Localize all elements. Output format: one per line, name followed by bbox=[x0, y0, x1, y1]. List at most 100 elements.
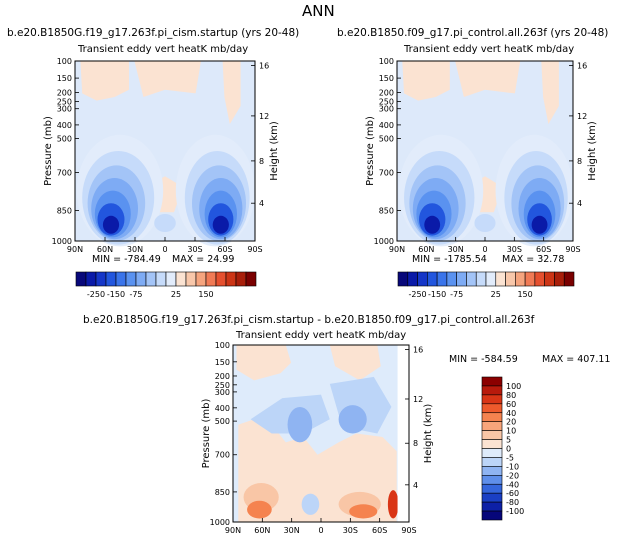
panel2-x-tick-label: 90N bbox=[389, 245, 405, 254]
panel1-x-tick-label: 30N bbox=[127, 245, 143, 254]
panel3-x-tick-label: 90N bbox=[225, 526, 241, 535]
panel3-colorbar-label: 40 bbox=[506, 409, 516, 418]
panel2-y-tick-label: 500 bbox=[379, 134, 394, 143]
panel3-colorbar-swatch bbox=[481, 412, 503, 422]
panel1-y-tick-label: 850 bbox=[57, 206, 72, 215]
panel3-title: b.e20.B1850G.f19_g17.263f.pi_cism.startu… bbox=[83, 314, 535, 326]
sh-lobe-core bbox=[531, 215, 548, 234]
panel1-y-tick-label: 1000 bbox=[52, 237, 72, 246]
panel1-y-axis-label: Pressure (mb) bbox=[43, 116, 54, 186]
cool-lower-equator bbox=[301, 493, 320, 515]
panel2-y-tick-label: 100 bbox=[379, 57, 394, 66]
panel3-y-tick-label: 500 bbox=[215, 417, 230, 426]
panel1-y2-axis-label: Height (km) bbox=[269, 121, 280, 181]
panel1-colorbar-swatch bbox=[175, 271, 187, 287]
panel2-colorbar-swatch bbox=[456, 271, 467, 287]
panel2-colorbar-label: -150 bbox=[428, 290, 446, 299]
panel1-colorbar-label: -150 bbox=[107, 290, 125, 299]
panel3-y2-axis-label: Height (km) bbox=[423, 404, 434, 464]
panel3-x-tick-label: 60N bbox=[254, 526, 270, 535]
panel2-y2-tick-label: 4 bbox=[577, 199, 582, 208]
panel2-title: b.e20.B1850.f09_g17.pi_control.all.263f … bbox=[337, 27, 609, 39]
panel3-colorbar-swatch bbox=[481, 483, 503, 494]
panel2-colorbar-swatch bbox=[407, 271, 418, 287]
panel2-colorbar-swatch bbox=[544, 271, 555, 287]
panel1-colorbar-label: 150 bbox=[198, 290, 213, 299]
figure-title: ANN bbox=[302, 2, 335, 20]
warm-band-south bbox=[329, 345, 381, 381]
panel2-colorbar-swatch bbox=[485, 271, 497, 287]
panel1-colorbar-label: -250 bbox=[87, 290, 105, 299]
panel1-y-tick-label: 100 bbox=[57, 57, 72, 66]
panel3-y2-tick-label: 8 bbox=[413, 439, 418, 448]
panel2-y-tick-label: 300 bbox=[379, 105, 394, 114]
panel1-y2-tick-label: 16 bbox=[259, 62, 269, 71]
panel3-x-tick-label: 60S bbox=[372, 526, 387, 535]
panel1-x-tick-label: 60S bbox=[217, 245, 232, 254]
panel2-colorbar-swatch bbox=[554, 271, 565, 287]
warm-band-north bbox=[236, 345, 292, 381]
panel3-y-tick-label: 100 bbox=[215, 341, 230, 350]
panel1-colorbar-swatch bbox=[85, 271, 97, 287]
panel2-y-tick-label: 850 bbox=[379, 206, 394, 215]
panel3-x-tick-label: 90S bbox=[401, 526, 416, 535]
panel3-x-tick-label: 30N bbox=[284, 526, 300, 535]
panel2-x-tick-label: 0 bbox=[482, 245, 487, 254]
panel2-colorbar-label: 150 bbox=[517, 290, 532, 299]
warm-band-tropics bbox=[134, 61, 201, 97]
panel2-x-tick-label: 30S bbox=[507, 245, 522, 254]
warm-band-south bbox=[222, 61, 241, 124]
panel3-colorbar-swatch bbox=[481, 448, 503, 458]
panel3-x-tick-label: 30S bbox=[343, 526, 358, 535]
panel3-colorbar-swatch bbox=[481, 394, 503, 405]
panel3-colorbar-label: -5 bbox=[506, 453, 514, 462]
panel3-contour-field bbox=[233, 345, 409, 522]
panel3-y-tick-label: 200 bbox=[215, 372, 230, 381]
panel3-min-label: MIN = -584.59 bbox=[449, 354, 518, 365]
panel2-colorbar-swatch bbox=[505, 271, 516, 287]
panel3-colorbar-label: -100 bbox=[506, 507, 524, 516]
panel2-colorbar-swatch bbox=[534, 271, 545, 287]
panel2-x-tick-label: 30N bbox=[448, 245, 464, 254]
panel2-colorbar-swatch bbox=[475, 271, 487, 287]
panel3-y2-tick-label: 12 bbox=[413, 395, 423, 404]
warm-band-north bbox=[402, 61, 450, 101]
panel2-colorbar-label: -250 bbox=[408, 290, 426, 299]
panel1-y-tick-label: 250 bbox=[57, 98, 72, 107]
panel3-y-tick-label: 400 bbox=[215, 404, 230, 413]
panel1-colorbar-swatch bbox=[195, 271, 207, 287]
panel2-contour-field bbox=[397, 61, 573, 247]
panel3-colorbar-swatch bbox=[481, 510, 503, 521]
panel2-max-label: MAX = 32.78 bbox=[502, 254, 565, 265]
warm-band-tropics bbox=[455, 61, 521, 97]
cool-core-south bbox=[338, 405, 367, 434]
panel3-y-tick-label: 150 bbox=[215, 358, 230, 367]
panel1-contour-field bbox=[75, 61, 255, 247]
panel2-colorbar-swatch bbox=[427, 271, 438, 287]
panel1-colorbar-swatch bbox=[225, 271, 237, 287]
panel2-colorbar-label: -75 bbox=[450, 290, 463, 299]
panel3-subtitle: Transient eddy vert heatK mb/day bbox=[236, 330, 407, 341]
panel1-colorbar-swatch bbox=[245, 271, 257, 287]
panel1-colorbar-swatch bbox=[135, 271, 147, 287]
panel3-colorbar-swatch bbox=[481, 457, 503, 467]
panel1-max-label: MAX = 24.99 bbox=[172, 254, 235, 265]
panel3-colorbar-label: -20 bbox=[506, 471, 519, 480]
panel2-y2-tick-label: 12 bbox=[577, 112, 587, 121]
panel2-y-axis-label: Pressure (mb) bbox=[365, 116, 376, 186]
panel2-y-tick-label: 700 bbox=[379, 169, 394, 178]
panel3-colorbar-swatch bbox=[481, 466, 503, 476]
panel3-colorbar-swatch bbox=[481, 376, 503, 387]
panel1-y2-tick-label: 12 bbox=[259, 112, 269, 121]
panel2-x-tick-label: 60N bbox=[418, 245, 434, 254]
panel1-colorbar-swatch bbox=[155, 271, 167, 287]
no-data-strip bbox=[397, 345, 409, 522]
panel3-colorbar-label: -10 bbox=[506, 462, 519, 471]
panel3-colorbar-label: 5 bbox=[506, 436, 511, 445]
panel3-max-label: MAX = 407.11 bbox=[542, 354, 611, 365]
panel2-y-tick-label: 1000 bbox=[374, 237, 394, 246]
sh-lobe-core bbox=[212, 215, 229, 234]
panel1-y-tick-label: 300 bbox=[57, 105, 72, 114]
panel3-y2-tick-label: 4 bbox=[413, 481, 418, 490]
panel2-x-tick-label: 60S bbox=[536, 245, 551, 254]
